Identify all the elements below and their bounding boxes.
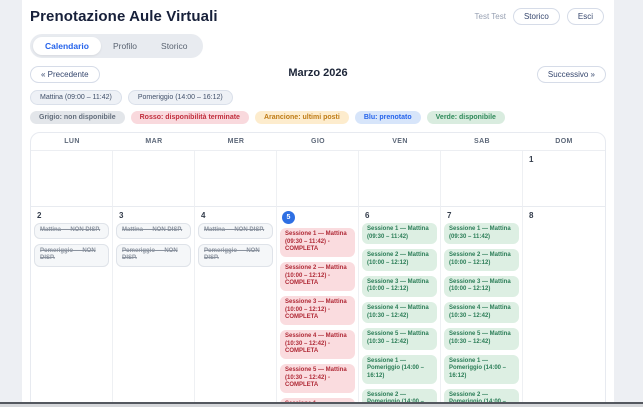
esci-button[interactable]: Esci: [566, 8, 604, 25]
session-slot-full: Sessione 5 — Mattina (10:30 – 12:42) - C…: [280, 364, 355, 394]
session-slot-unavailable: Pomeriggio — NON DISP.: [198, 243, 273, 268]
next-month-button[interactable]: Successivo »: [536, 66, 606, 83]
slot-stack: Sessione 1 — Mattina (09:30 – 11:42) - C…: [280, 228, 355, 402]
calendar-cell: 8: [523, 207, 605, 402]
calendar-cell: 1: [523, 151, 605, 207]
day-number: 2: [37, 211, 42, 220]
legend-status-verde: Verde: disponibile: [426, 111, 505, 124]
app-header: Prenotazione Aule Virtuali Test Test Sto…: [30, 8, 604, 25]
status-color-legend: Grigio: non disponibile Rosso: disponibi…: [30, 111, 614, 124]
calendar-cell: [277, 151, 359, 207]
calendar-cell: [195, 151, 277, 207]
session-slot-available[interactable]: Sessione 1 — Pomeriggio (14:00 – 16:12): [444, 354, 519, 384]
session-slot-available[interactable]: Sessione 2 — Mattina (10:00 – 12:12): [362, 249, 437, 271]
window-bottom-strip: [0, 404, 643, 407]
calendar-cell: 7 Sessione 1 — Mattina (09:30 – 11:42) Ses…: [441, 207, 523, 402]
legend-status-arancione: Arancione: ultimi posti: [254, 111, 349, 124]
day-header: SAB: [474, 138, 490, 145]
tab-storico[interactable]: Storico: [161, 41, 188, 51]
calendar-cell: [441, 151, 523, 207]
storico-button[interactable]: Storico: [512, 8, 560, 25]
session-slot-unavailable: Mattina — NON DISP.: [116, 223, 191, 239]
day-header-row: LUN MAR MER GIO VEN SAB DOM: [31, 133, 605, 151]
slot-stack: Mattina — NON DISP. Pomeriggio — NON DISP…: [198, 223, 273, 268]
session-slot-available[interactable]: Sessione 3 — Mattina (10:00 – 12:12): [362, 275, 437, 298]
previous-month-button[interactable]: « Precedente: [30, 66, 100, 83]
session-times-legend: Mattina (09:00 – 11:42) Pomeriggio (14:0…: [30, 90, 614, 105]
day-header: DOM: [555, 138, 573, 145]
session-slot-full: Sessione 1 — Pomeriggio (14:00 – 16:12) …: [280, 398, 355, 402]
day-number: 1: [529, 155, 534, 164]
legend-status-grigio: Grigio: non disponibile: [30, 111, 125, 124]
calendar-week-row: 2 Mattina — NON DISP. Pomeriggio — NON DIS…: [31, 207, 605, 402]
day-number: 6: [365, 211, 370, 220]
slot-stack: Mattina — NON DISP. Pomeriggio — NON DISP…: [116, 223, 191, 268]
session-slot-available[interactable]: Sessione 5 — Mattina (10:30 – 12:42): [444, 328, 519, 350]
legend-mattina: Mattina (09:00 – 11:42): [30, 90, 122, 105]
session-slot-available[interactable]: Sessione 2 — Pomeriggio (14:00 – 16:12): [444, 388, 519, 402]
legend-status-blu: Blu: prenotato: [354, 111, 421, 124]
month-navigation: « Precedente Marzo 2026 Successivo »: [30, 66, 606, 83]
session-slot-unavailable: Mattina — NON DISP.: [198, 223, 273, 239]
day-header: GIO: [310, 138, 326, 145]
session-slot-full: Sessione 3 — Mattina (10:00 – 12:12) - C…: [280, 296, 355, 326]
day-number: 8: [529, 211, 534, 220]
session-slot-unavailable: Pomeriggio — NON DISP.: [116, 243, 191, 268]
window-bottom-edge: [0, 402, 643, 404]
session-slot-full: Sessione 2 — Mattina (10:00 – 12:12) - C…: [280, 262, 355, 292]
app-page: Prenotazione Aule Virtuali Test Test Sto…: [22, 0, 614, 402]
day-number: 3: [119, 211, 124, 220]
day-header: VEN: [392, 138, 408, 145]
user-name: Test Test: [474, 12, 506, 21]
calendar-cell: 4 Mattina — NON DISP. Pomeriggio — NON DIS…: [195, 207, 277, 402]
session-slot-full: Sessione 1 — Mattina (09:30 – 11:42) - C…: [280, 228, 355, 258]
day-header: MER: [227, 138, 245, 145]
session-slot-available[interactable]: Sessione 3 — Mattina (10:00 – 12:12): [444, 275, 519, 298]
session-slot-available[interactable]: Sessione 4 — Mattina (10:30 – 12:42): [362, 302, 437, 324]
today-badge: 5: [282, 211, 295, 224]
calendar-week-row: 1: [31, 151, 605, 207]
tab-calendario[interactable]: Calendario: [33, 37, 101, 55]
day-header: LUN: [64, 138, 80, 145]
session-slot-unavailable: Pomeriggio — NON DISP.: [34, 243, 109, 268]
calendar-cell: [113, 151, 195, 207]
slot-stack: Sessione 1 — Mattina (09:30 – 11:42) Sess…: [362, 223, 437, 402]
calendar-cell: [31, 151, 113, 207]
header-actions: Test Test Storico Esci: [475, 8, 604, 25]
tab-bar: Calendario Profilo Storico: [30, 34, 203, 58]
month-title: Marzo 2026: [288, 67, 348, 79]
slot-stack: Sessione 1 — Mattina (09:30 – 11:42) Sess…: [444, 223, 519, 402]
tab-profilo[interactable]: Profilo: [112, 41, 138, 51]
session-slot-available[interactable]: Sessione 2 — Pomeriggio (14:00 – 16:12): [362, 388, 437, 402]
calendar-cell: [359, 151, 441, 207]
calendar-cell: 6 Sessione 1 — Mattina (09:30 – 11:42) Ses…: [359, 207, 441, 402]
calendar-grid: LUN MAR MER GIO VEN SAB DOM 1 2 Mattina — NON DIS…: [30, 132, 606, 402]
calendar-cell: 2 Mattina — NON DISP. Pomeriggio — NON DIS…: [31, 207, 113, 402]
session-slot-available[interactable]: Sessione 4 — Mattina (10:30 – 12:42): [444, 302, 519, 324]
day-number: 7: [447, 211, 452, 220]
session-slot-unavailable: Mattina — NON DISP.: [34, 223, 109, 239]
session-slot-available[interactable]: Sessione 1 — Mattina (09:30 – 11:42): [444, 223, 519, 245]
day-header: MAR: [145, 138, 163, 145]
slot-stack: Mattina — NON DISP. Pomeriggio — NON DISP…: [34, 223, 109, 268]
session-slot-full: Sessione 4 — Mattina (10:30 – 12:42) - C…: [280, 330, 355, 360]
session-slot-available[interactable]: Sessione 2 — Mattina (10:00 – 12:12): [444, 249, 519, 271]
session-slot-available[interactable]: Sessione 5 — Mattina (10:30 – 12:42): [362, 328, 437, 350]
legend-status-rosso: Rosso: disponibilità terminate: [130, 111, 249, 124]
calendar-cell: 5 Sessione 1 — Mattina (09:30 – 11:42) - …: [277, 207, 359, 402]
calendar-cell: 3 Mattina — NON DISP. Pomeriggio — NON DIS…: [113, 207, 195, 402]
day-number: 4: [201, 211, 206, 220]
session-slot-available[interactable]: Sessione 1 — Mattina (09:30 – 11:42): [362, 223, 437, 245]
page-title: Prenotazione Aule Virtuali: [30, 8, 218, 25]
legend-pomeriggio: Pomeriggio (14:00 – 16:12): [127, 90, 233, 105]
session-slot-available[interactable]: Sessione 1 — Pomeriggio (14:00 – 16:12): [362, 354, 437, 384]
